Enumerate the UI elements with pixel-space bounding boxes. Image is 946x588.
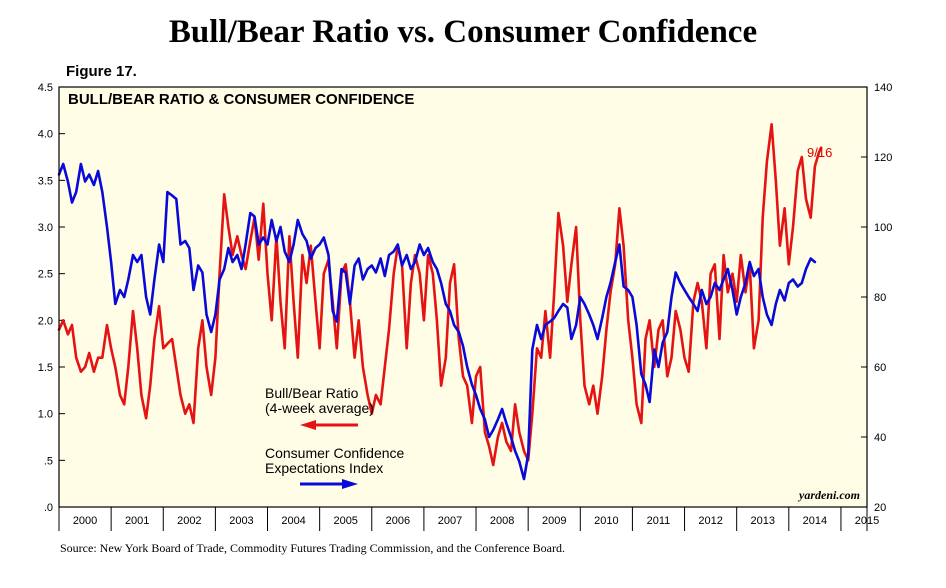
year-label: 2014 [803,515,827,527]
series-layer [57,123,823,481]
chart-inner-title: BULL/BEAR RATIO & CONSUMER CONFIDENCE [68,91,414,108]
x-axis: 2000 2001 2002 2003 2004 2005 2006 2007 2008 2009… [58,507,879,531]
year-label: 2007 [438,515,462,527]
year-label: 2002 [177,515,201,527]
left-tick-label: 1.0 [38,409,53,421]
year-label: 2003 [229,515,253,527]
last-date-label: 9/16 [807,145,832,160]
left-tick-label: 4.0 [38,129,53,141]
year-label: 2001 [125,515,149,527]
confidence-series-line [57,162,817,481]
left-tick-label: 4.5 [38,82,53,94]
left-tick-label: .5 [44,455,53,467]
confidence-label: Consumer Confidence [265,445,405,461]
year-label: 2013 [750,515,774,527]
year-label: 2004 [281,515,305,527]
figure-label: Figure 17. [66,63,137,80]
left-tick-label: 2.0 [38,315,53,327]
year-label: 2008 [490,515,514,527]
bull-bear-sublabel: (4-week average) [265,400,374,416]
left-tick-label: .0 [44,502,53,514]
right-axis: 140 120 100 80 60 40 20 [861,82,892,514]
year-label: 2012 [698,515,722,527]
year-label: 2000 [73,515,97,527]
right-tick-label: 60 [874,362,886,374]
bull-bear-series-line [57,123,823,467]
watermark: yardeni.com [797,488,860,502]
left-axis: 4.5 4.0 3.5 3.0 2.5 2.0 1.5 1.0 .5 .0 [38,82,65,514]
left-tick-label: 3.5 [38,175,53,187]
page-title: Bull/Bear Ratio vs. Consumer Confidence [168,14,758,50]
year-label: 2009 [542,515,566,527]
left-tick-label: 3.0 [38,222,53,234]
confidence-arrow-icon [300,479,358,489]
year-label: 2005 [333,515,357,527]
confidence-sublabel: Expectations Index [265,460,383,476]
left-tick-label: 1.5 [38,362,53,374]
right-tick-label: 100 [874,222,892,234]
year-label: 2011 [647,515,671,527]
bull-bear-arrow-icon [300,420,358,430]
plot-frame [58,86,868,508]
year-label: 2006 [386,515,410,527]
source-note: Source: New York Board of Trade, Commodi… [60,541,565,555]
left-tick-label: 2.5 [38,269,53,281]
bull-bear-label: Bull/Bear Ratio [265,385,359,401]
right-tick-label: 80 [874,292,886,304]
right-tick-label: 40 [874,432,886,444]
right-tick-label: 120 [874,152,892,164]
right-tick-label: 140 [874,82,892,94]
plot-background [59,87,867,507]
right-tick-label: 20 [874,502,886,514]
year-label: 2010 [594,515,618,527]
